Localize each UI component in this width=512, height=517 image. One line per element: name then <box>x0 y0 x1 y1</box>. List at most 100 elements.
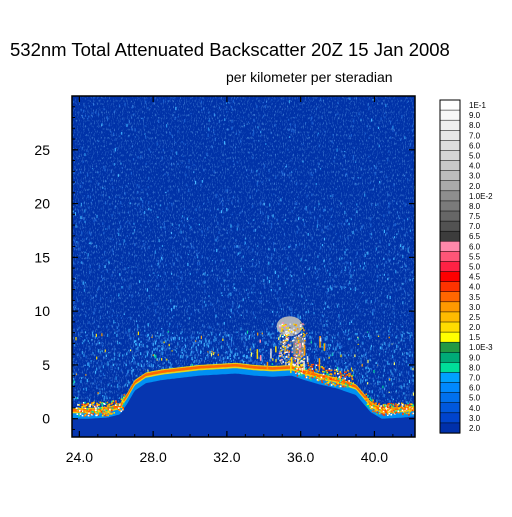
low-return-speck <box>109 408 111 411</box>
colorbar-swatch <box>439 261 461 273</box>
cloud-speck <box>301 345 304 347</box>
low-return-speck <box>307 364 310 367</box>
low-return-speck <box>298 370 301 373</box>
cloud-speck <box>292 343 295 346</box>
low-return-speck <box>336 378 338 380</box>
colorbar-swatch <box>439 130 461 142</box>
cloud-speck <box>302 335 305 337</box>
low-return-speck <box>323 378 326 381</box>
low-return-speck <box>411 412 414 415</box>
signal-layer <box>72 316 415 437</box>
low-return-speck <box>320 379 323 382</box>
y-axis: 0 5 10 15 20 25 <box>34 106 415 430</box>
low-return-speck <box>102 410 104 412</box>
low-return-speck <box>101 406 103 409</box>
low-return-speck <box>82 402 85 404</box>
low-return-speck <box>381 409 384 412</box>
low-return-speck <box>345 371 347 373</box>
cloud-speck <box>295 345 297 348</box>
low-return-speck <box>315 364 318 367</box>
cloud-speck <box>285 336 287 338</box>
cloud-speck <box>294 343 297 345</box>
low-return-speck <box>311 366 314 368</box>
low-return-speck <box>395 403 397 405</box>
cloud-speck <box>299 350 302 352</box>
low-return-speck <box>299 368 301 370</box>
low-return-speck <box>86 413 88 416</box>
low-return-speck <box>86 412 89 415</box>
low-return-speck <box>120 398 123 400</box>
low-return-speck <box>329 373 331 376</box>
colorbar-swatch <box>439 150 461 162</box>
colorbar-label: 6.0 <box>469 242 481 251</box>
low-return-speck <box>392 405 394 408</box>
low-return-speck <box>321 366 323 368</box>
low-return-speck <box>340 376 342 379</box>
low-return-speck <box>340 374 343 376</box>
low-return-speck <box>401 403 404 406</box>
low-return-speck <box>383 412 385 415</box>
low-return-speck <box>101 404 104 407</box>
colorbar-swatch <box>439 210 461 222</box>
low-return-speck <box>79 413 82 415</box>
low-return-speck <box>396 403 399 406</box>
low-return-speck <box>304 368 307 370</box>
low-return-speck <box>369 405 371 407</box>
cloud-speck <box>283 352 286 355</box>
low-return-speck <box>312 363 315 366</box>
cloud-speck <box>285 339 287 342</box>
low-return-speck <box>398 407 400 410</box>
low-return-speck <box>317 379 320 381</box>
low-return-speck <box>322 367 324 370</box>
cloud-speck <box>289 340 292 343</box>
low-return-speck <box>397 410 400 412</box>
low-return-speck <box>118 409 121 411</box>
low-return-speck <box>401 406 403 409</box>
low-return-speck <box>101 408 103 410</box>
low-return-speck <box>296 367 298 370</box>
low-return-speck <box>339 381 341 384</box>
low-return-speck <box>106 412 108 415</box>
colorbar-swatch <box>439 311 461 323</box>
low-return-speck <box>405 406 407 409</box>
y-tick-label: 5 <box>42 357 50 373</box>
low-return-speck <box>338 376 341 378</box>
low-return-speck <box>339 371 342 373</box>
cloud-speck <box>285 351 288 353</box>
low-return-speck <box>83 411 85 413</box>
low-return-speck <box>365 396 368 398</box>
cloud-speck <box>280 359 283 361</box>
low-return-speck <box>329 369 331 372</box>
cloud-speck <box>283 357 286 360</box>
low-return-speck <box>309 368 311 370</box>
low-return-speck <box>350 381 352 384</box>
low-return-speck <box>392 412 394 414</box>
cloud-speck <box>302 344 304 346</box>
colorbar-label: 7.0 <box>469 131 481 140</box>
colorbar-label: 2.0 <box>469 182 481 191</box>
colorbar-label: 9.0 <box>469 353 481 362</box>
low-return-speck <box>373 404 376 407</box>
low-return-speck <box>91 402 93 404</box>
cloud-speck <box>283 324 286 327</box>
low-return-speck <box>398 402 400 405</box>
cloud-speck <box>297 330 299 332</box>
cloud-speck <box>302 345 305 348</box>
cloud-speck <box>295 324 297 326</box>
low-return-speck <box>367 398 369 400</box>
low-return-speck <box>95 412 97 415</box>
low-return-speck <box>305 373 307 376</box>
low-return-speck <box>338 383 341 386</box>
plot-area <box>72 96 415 437</box>
low-return-speck <box>117 404 119 406</box>
low-return-speck <box>103 406 106 408</box>
low-return-speck <box>380 405 382 407</box>
low-return-speck <box>336 383 338 385</box>
low-return-speck <box>86 404 89 406</box>
cloud-speck <box>300 333 303 336</box>
low-return-speck <box>400 408 402 410</box>
low-return-speck <box>88 409 91 412</box>
low-return-speck <box>89 405 91 408</box>
virga-streak <box>290 362 292 374</box>
